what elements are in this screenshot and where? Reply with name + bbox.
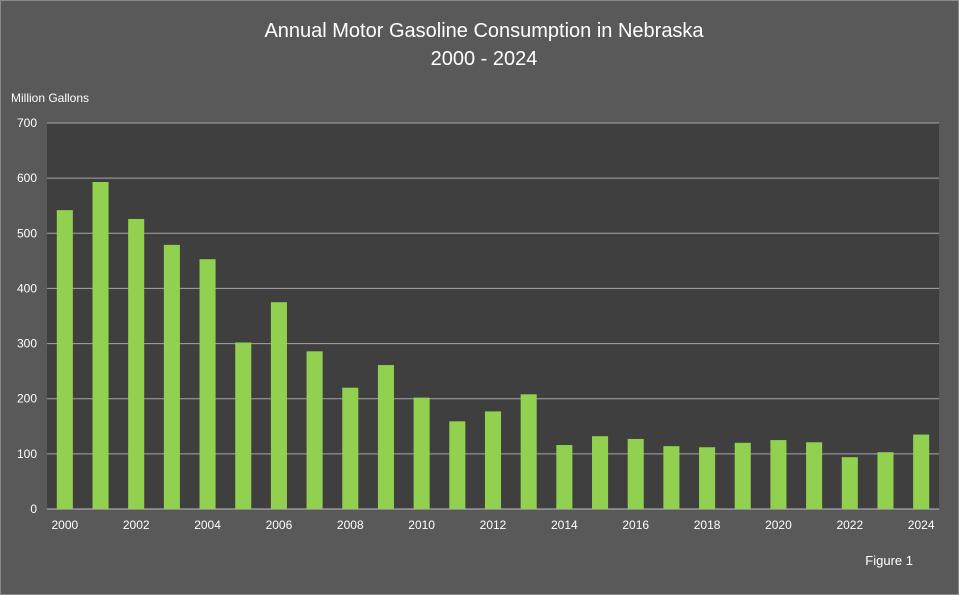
x-tick-label: 2024 <box>908 518 935 532</box>
x-tick-label: 2020 <box>765 518 792 532</box>
bars <box>56 182 930 509</box>
bar-2002 <box>128 218 145 509</box>
bar-2014 <box>556 445 573 509</box>
x-tick-label: 2010 <box>408 518 435 532</box>
y-tick-label: 400 <box>17 281 37 295</box>
x-tick-label: 2014 <box>551 518 578 532</box>
bar-2022 <box>841 457 858 509</box>
bar-2004 <box>199 259 216 509</box>
bar-2006 <box>270 302 287 509</box>
bar-2015 <box>592 436 609 509</box>
x-tick-label: 2008 <box>337 518 364 532</box>
x-tick-label: 2002 <box>123 518 150 532</box>
x-axis-ticks: 2000 2002 2004 2006 2008 2010 2012 2014 2016 2018… <box>51 518 934 532</box>
chart-subtitle: 2000 - 2024 <box>431 48 538 70</box>
bar-2007 <box>306 351 323 509</box>
bar-2016 <box>627 438 644 509</box>
figure-label: Figure 1 <box>865 553 913 568</box>
x-tick-label: 2018 <box>694 518 721 532</box>
y-tick-label: 200 <box>17 392 37 406</box>
bar-2012 <box>484 411 502 509</box>
gridlines <box>47 122 939 510</box>
bar-2020 <box>770 440 787 509</box>
bar-2003 <box>163 244 180 509</box>
y-tick-label: 0 <box>30 502 37 516</box>
bar-2023 <box>877 452 894 509</box>
bar-2001 <box>92 182 109 509</box>
bar-2011 <box>449 421 466 509</box>
chart-title: Annual Motor Gasoline Consumption in Neb… <box>264 20 704 42</box>
x-tick-label: 2022 <box>836 518 863 532</box>
bar-2010 <box>413 397 430 509</box>
x-tick-label: 2016 <box>622 518 649 532</box>
bar-2009 <box>377 365 394 509</box>
x-tick-label: 2004 <box>194 518 221 532</box>
y-axis-ticks: 0 100 200 300 400 500 600 700 <box>17 116 37 516</box>
y-tick-label: 300 <box>17 337 37 351</box>
bar-2005 <box>235 342 252 509</box>
y-tick-label: 700 <box>17 116 37 130</box>
bar-2000 <box>56 210 73 509</box>
bar-2024 <box>913 434 930 509</box>
x-tick-label: 2000 <box>51 518 78 532</box>
y-axis-label: Million Gallons <box>11 91 89 105</box>
bar-2008 <box>342 387 359 509</box>
bar-2019 <box>734 442 751 509</box>
bar-2021 <box>806 442 823 509</box>
bar-2018 <box>699 447 716 509</box>
x-tick-label: 2006 <box>266 518 293 532</box>
bar-2017 <box>663 446 680 509</box>
y-tick-label: 500 <box>17 226 37 240</box>
x-tick-label: 2012 <box>480 518 507 532</box>
bar-2013 <box>520 394 537 509</box>
y-tick-label: 600 <box>17 171 37 185</box>
y-tick-label: 100 <box>17 447 37 461</box>
